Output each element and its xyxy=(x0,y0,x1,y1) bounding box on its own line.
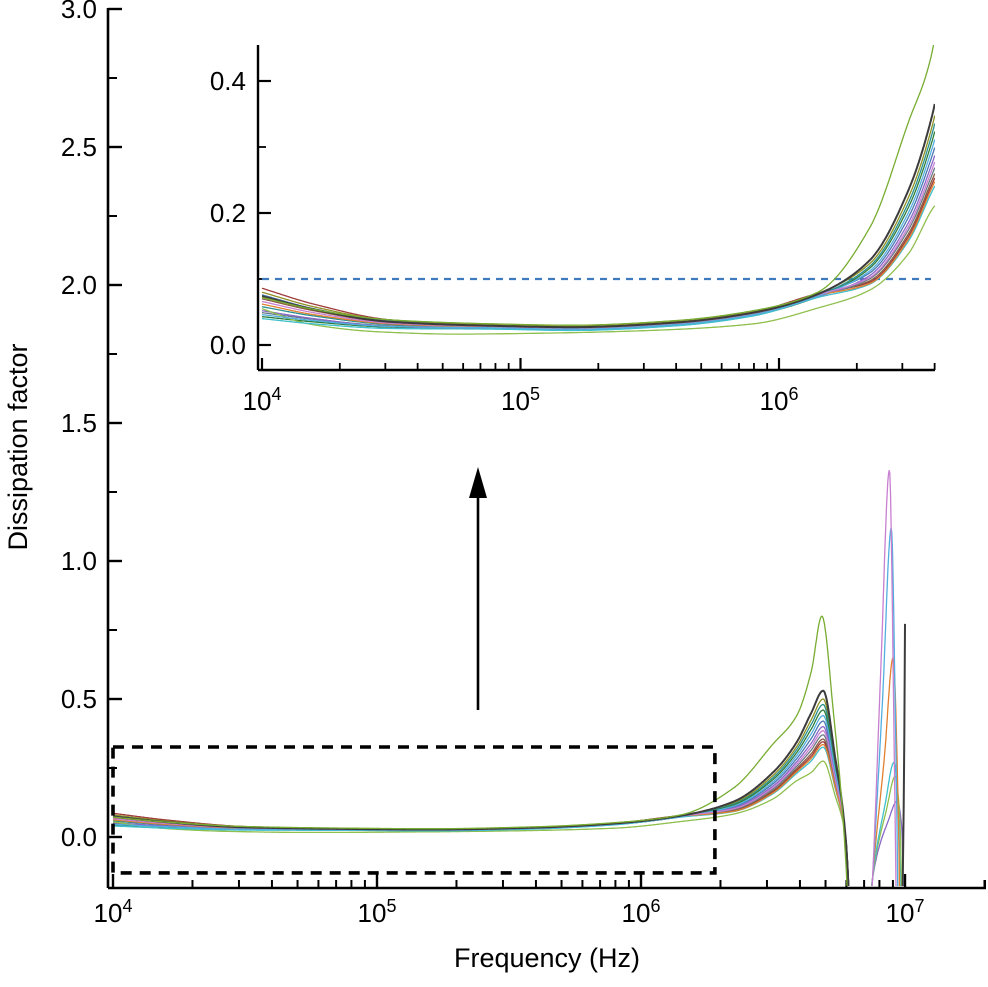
main-y-tick-label: 2.5 xyxy=(61,132,97,162)
main-y-tick-label: 2.0 xyxy=(61,270,97,300)
series-orchid-curve xyxy=(113,470,897,886)
inset-series-light-green-curve xyxy=(261,205,935,335)
main-x-tick-label: 107 xyxy=(886,896,925,928)
inset-series-cyan-curve xyxy=(261,185,935,332)
main-y-tick-label: 1.5 xyxy=(61,408,97,438)
inset-y-tick-label: 0.0 xyxy=(210,330,246,360)
y-axis-label: Dissipation factor xyxy=(3,343,33,550)
main-y-tick-label: 3.0 xyxy=(61,0,97,24)
inset-x-tick-label: 106 xyxy=(760,384,799,416)
series-black-curve xyxy=(113,623,906,886)
inset-plot: 104 105 106 0.0 0.2 0.4 xyxy=(210,38,942,416)
series-sky-blue-curve xyxy=(113,527,899,886)
main-y-tick-label: 1.0 xyxy=(61,546,97,576)
inset-x-tick-label: 104 xyxy=(243,384,282,416)
main-axes: 104 105 106 107 0.0 0.5 1.0 1.5 2.0 2.5 3.0 xyxy=(61,0,986,928)
zoom-arrow xyxy=(469,467,487,710)
x-axis-label: Frequency (Hz) xyxy=(454,943,640,973)
zoom-region-rect xyxy=(111,745,717,875)
series-bright-green-curve xyxy=(112,615,848,886)
zoom-arrow-head xyxy=(469,467,487,498)
main-curves xyxy=(112,470,906,886)
main-x-tick-label: 106 xyxy=(622,896,661,928)
inset-y-tick-label: 0.4 xyxy=(210,66,246,96)
inset-x-tick-label: 105 xyxy=(501,384,540,416)
main-x-tick-label: 105 xyxy=(358,896,397,928)
inset-y-tick-label: 0.2 xyxy=(210,198,246,228)
inset-curves xyxy=(261,45,935,335)
zoom-region-box xyxy=(111,745,717,875)
inset-series-bright-green-curve xyxy=(261,45,935,326)
inset-series-black-curve xyxy=(261,103,935,329)
main-x-tick-label: 104 xyxy=(94,896,133,928)
series-orange-curve xyxy=(113,655,901,886)
main-y-tick-label: 0.5 xyxy=(61,684,97,714)
inset-series-sky-blue-curve xyxy=(261,139,935,330)
series-light-green-curve xyxy=(112,760,903,886)
main-y-tick-label: 0.0 xyxy=(61,822,97,852)
